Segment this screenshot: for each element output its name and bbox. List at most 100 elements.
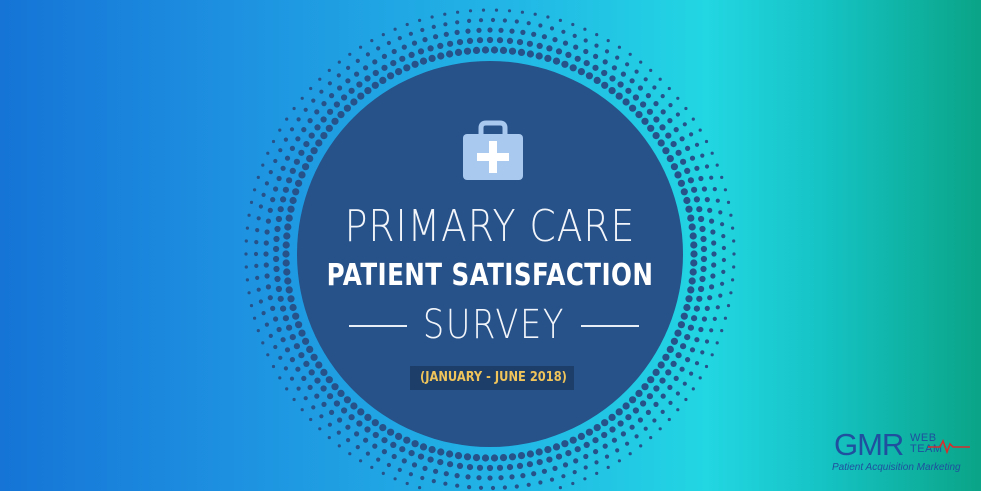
halftone-dot <box>652 368 660 376</box>
halftone-dot <box>690 250 698 258</box>
halftone-dot <box>683 303 691 312</box>
halftone-dot <box>615 55 620 60</box>
halftone-dot <box>244 239 248 243</box>
title-patient-satisfaction: PATIENT SATISFACTION <box>326 258 654 293</box>
halftone-dot <box>348 452 352 456</box>
halftone-dot <box>593 53 599 60</box>
halftone-dot <box>634 69 639 74</box>
halftone-dot <box>379 424 387 432</box>
halftone-dot <box>336 430 341 435</box>
halftone-dot <box>430 15 434 19</box>
halftone-dot <box>620 71 627 77</box>
halftone-dot <box>476 475 482 481</box>
halftone-dot <box>487 475 493 481</box>
halftone-dot <box>303 107 308 112</box>
halftone-dot <box>498 475 504 481</box>
halftone-dot <box>321 101 327 107</box>
halftone-dot <box>454 48 463 57</box>
halftone-dot <box>295 179 303 187</box>
halftone-dot <box>386 462 391 468</box>
halftone-dot <box>399 446 406 453</box>
halftone-dot <box>302 337 310 345</box>
halftone-dot <box>476 27 482 33</box>
halftone-dot <box>647 124 655 132</box>
halftone-dot <box>343 396 351 404</box>
halftone-dot <box>356 81 363 88</box>
halftone-dot <box>670 141 677 148</box>
halftone-dot <box>657 139 665 147</box>
halftone-dot <box>594 460 599 465</box>
halftone-dot <box>577 432 586 440</box>
halftone-dot <box>691 186 698 193</box>
halftone-dot <box>535 448 543 456</box>
halftone-dot <box>653 401 659 407</box>
halftone-dot <box>284 277 292 285</box>
halftone-dot <box>622 98 630 106</box>
halftone-dot <box>583 48 589 55</box>
halftone-dot <box>295 321 303 329</box>
halftone-dot <box>354 431 360 437</box>
halftone-dot <box>280 165 286 171</box>
halftone-dot <box>320 368 328 376</box>
halftone-dot <box>609 426 616 433</box>
halftone-dot <box>673 127 679 133</box>
halftone-dot <box>689 132 694 137</box>
halftone-dot <box>468 9 473 13</box>
halftone-dot <box>476 37 484 44</box>
halftone-dot <box>280 196 287 203</box>
halftone-dot <box>363 65 369 71</box>
halftone-dot <box>639 60 643 64</box>
halftone-dot <box>583 465 588 470</box>
halftone-dot <box>289 196 297 205</box>
halftone-dot <box>318 77 322 81</box>
halftone-dot <box>255 228 260 233</box>
halftone-dot <box>345 424 351 430</box>
halftone-dot <box>641 117 649 125</box>
halftone-dot <box>721 234 726 239</box>
halftone-dot <box>399 55 406 62</box>
halftone-dot <box>284 347 291 353</box>
halftone-dot <box>732 252 736 256</box>
halftone-dot <box>427 45 434 52</box>
halftone-dot <box>427 456 434 463</box>
halftone-dot <box>311 405 316 410</box>
halftone-dot <box>266 151 270 155</box>
halftone-dot <box>278 148 283 153</box>
halftone-dot <box>372 431 379 439</box>
halftone-dot <box>670 163 679 171</box>
halftone-dot <box>277 206 284 213</box>
halftone-dot <box>558 18 563 22</box>
date-range-text: (JANUARY - JUNE 2018) <box>420 370 567 385</box>
halftone-dot <box>276 326 282 333</box>
halftone-dot <box>285 117 289 121</box>
halftone-dot <box>283 232 291 240</box>
halftone-dot <box>668 103 673 108</box>
logo-web-text: WEB <box>910 432 937 444</box>
halftone-dot <box>401 44 407 50</box>
halftone-dot <box>544 54 552 63</box>
halftone-dot <box>289 167 296 174</box>
halftone-dot <box>267 295 273 301</box>
halftone-dot <box>726 304 731 308</box>
halftone-dot <box>263 251 269 257</box>
halftone-dot <box>585 428 594 436</box>
halftone-dot <box>331 117 339 125</box>
halftone-dot <box>472 454 481 462</box>
halftone-dot <box>443 22 448 27</box>
halftone-dot <box>629 424 635 430</box>
halftone-dot <box>411 462 418 468</box>
halftone-dot <box>273 255 280 263</box>
halftone-dot <box>593 76 601 84</box>
halftone-dot <box>698 128 702 132</box>
halftone-dot <box>592 437 599 444</box>
halftone-dot <box>280 337 286 343</box>
halftone-dot <box>327 422 332 427</box>
halftone-dot <box>516 39 524 46</box>
halftone-dot <box>646 108 654 115</box>
halftone-dot <box>321 401 327 407</box>
halftone-dot <box>336 73 341 78</box>
halftone-dot <box>481 46 490 54</box>
halftone-dot <box>667 118 673 124</box>
halftone-dot <box>261 192 266 197</box>
halftone-dot <box>561 440 569 448</box>
